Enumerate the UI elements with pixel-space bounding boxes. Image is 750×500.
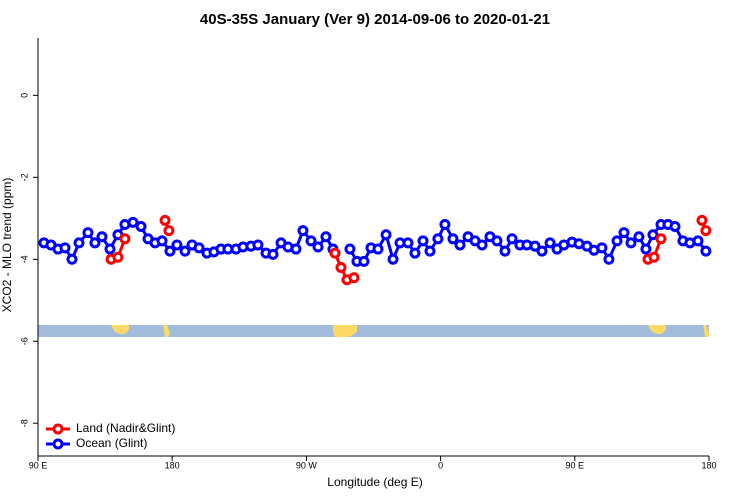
- point: [424, 245, 436, 257]
- point: [290, 243, 302, 255]
- point: [119, 233, 131, 245]
- legend-item: Land (Nadir&Glint): [46, 421, 175, 435]
- legend-marker: [52, 438, 64, 450]
- point: [476, 239, 488, 251]
- point: [348, 272, 360, 284]
- point: [439, 218, 451, 230]
- point: [596, 242, 608, 254]
- x-tick-label: 90 E: [29, 460, 48, 470]
- chart-title: 40S-35S January (Ver 9) 2014-09-06 to 20…: [200, 11, 550, 28]
- point: [267, 248, 279, 260]
- point: [618, 227, 630, 239]
- land-shape: [111, 325, 129, 335]
- point: [104, 243, 116, 255]
- point: [73, 237, 85, 249]
- x-tick-label: 90 W: [296, 460, 318, 470]
- point: [329, 247, 341, 259]
- point: [648, 251, 660, 263]
- point: [655, 233, 667, 245]
- point: [640, 243, 652, 255]
- point: [402, 237, 414, 249]
- point: [312, 241, 324, 253]
- point: [297, 225, 309, 237]
- point: [544, 237, 556, 249]
- y-tick-label: -4: [19, 255, 29, 263]
- map-band: [38, 325, 709, 337]
- point: [633, 231, 645, 243]
- y-tick-label: -2: [19, 173, 29, 181]
- point: [692, 235, 704, 247]
- point: [59, 242, 71, 254]
- point: [96, 231, 108, 243]
- y-tick-label: -6: [19, 337, 29, 345]
- point: [432, 233, 444, 245]
- point: [700, 225, 712, 237]
- point: [156, 235, 168, 247]
- point: [536, 245, 548, 257]
- point: [529, 240, 541, 252]
- point: [454, 239, 466, 251]
- y-axis-label: XCO2 - MLO trend (ppm): [0, 178, 14, 313]
- point: [647, 229, 659, 241]
- point: [499, 245, 511, 257]
- point: [320, 231, 332, 243]
- point: [409, 247, 421, 259]
- point: [358, 255, 370, 267]
- point: [344, 243, 356, 255]
- x-tick-label: 90 E: [566, 460, 585, 470]
- point: [179, 245, 191, 257]
- point: [625, 237, 637, 249]
- point: [669, 221, 681, 233]
- x-tick-label: 180: [165, 460, 180, 470]
- point: [696, 214, 708, 226]
- point: [171, 239, 183, 251]
- land-shape: [703, 325, 709, 337]
- point: [66, 253, 78, 265]
- land-shape: [163, 325, 170, 337]
- legend-marker: [52, 423, 64, 435]
- x-tick-label: 0: [438, 460, 443, 470]
- point: [112, 251, 124, 263]
- point: [193, 242, 205, 254]
- point: [82, 227, 94, 239]
- point: [603, 253, 615, 265]
- x-tick-label: 180: [701, 460, 716, 470]
- point: [611, 235, 623, 247]
- point: [417, 235, 429, 247]
- point: [491, 235, 503, 247]
- y-tick-label: -8: [19, 419, 29, 427]
- point: [387, 253, 399, 265]
- point: [700, 245, 712, 257]
- land-shape: [648, 325, 666, 335]
- point: [135, 221, 147, 233]
- point: [335, 261, 347, 273]
- land-shape: [332, 325, 357, 337]
- point: [89, 237, 101, 249]
- y-tick-label: 0: [19, 93, 29, 98]
- legend-item: Ocean (Glint): [46, 436, 147, 450]
- legend-label: Ocean (Glint): [76, 436, 147, 450]
- point: [127, 216, 139, 228]
- point: [159, 214, 171, 226]
- point: [506, 233, 518, 245]
- point: [380, 229, 392, 241]
- legend-label: Land (Nadir&Glint): [76, 421, 175, 435]
- point: [252, 239, 264, 251]
- point: [164, 245, 176, 257]
- x-axis-label: Longitude (deg E): [327, 475, 422, 489]
- point: [163, 225, 175, 237]
- point: [447, 233, 459, 245]
- ocean-band: [38, 325, 709, 337]
- point: [305, 235, 317, 247]
- point: [372, 243, 384, 255]
